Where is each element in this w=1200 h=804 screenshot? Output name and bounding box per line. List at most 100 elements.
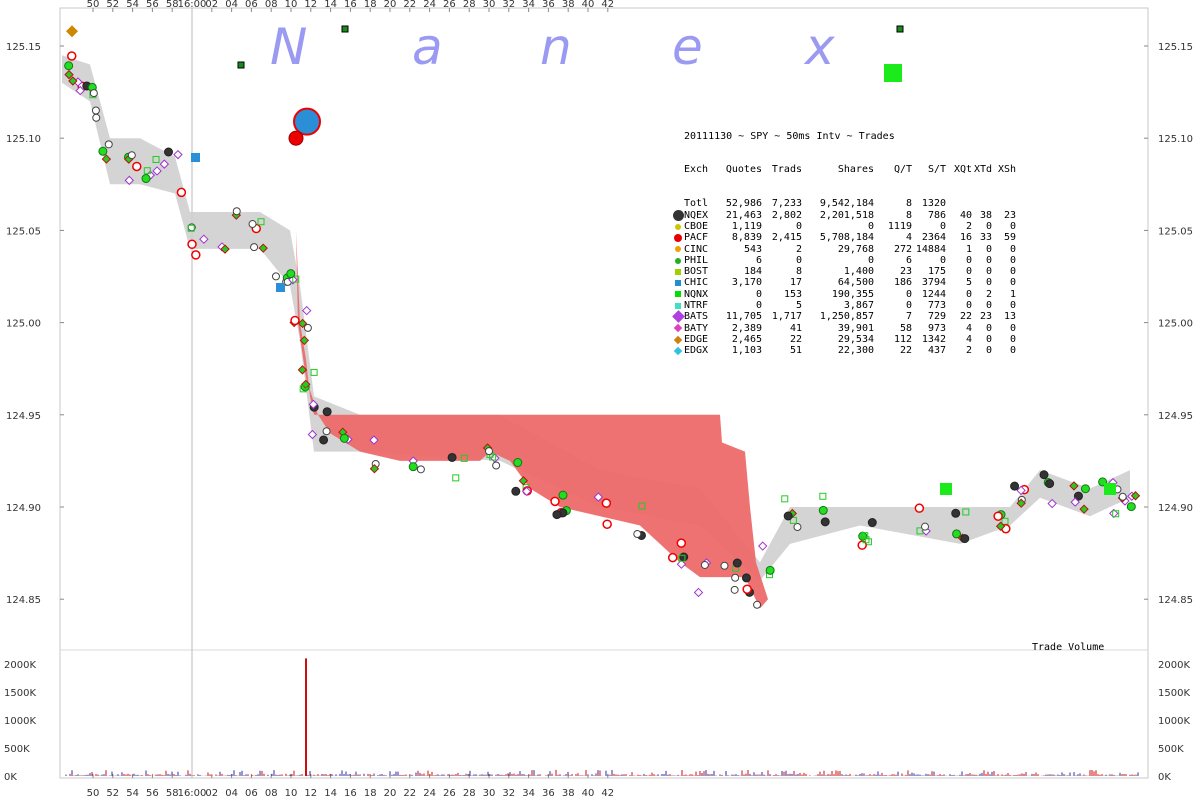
legend-cell-st: 1320 <box>921 198 946 210</box>
y-tick-label-right: 125.05 <box>1158 226 1193 237</box>
legend-cell-qt: 22 <box>899 345 912 357</box>
x-tick-label-bottom: 36 <box>542 788 555 799</box>
legend-row: NQEX 21,463 2,802 2,201,518 8 786 40 38 23 <box>672 210 1016 221</box>
trade-marker-baty <box>307 429 318 440</box>
legend-cell-name: BATS <box>684 311 709 323</box>
legend-cell-qt: 6 <box>905 254 912 266</box>
x-tick-label-top: 14 <box>324 0 337 10</box>
legend-symbol-icon <box>672 223 684 230</box>
trade-marker-white <box>633 530 642 539</box>
trade-marker-nqex <box>732 558 742 568</box>
trade-marker-bats <box>258 243 268 253</box>
legend-cell-shares: 29,534 <box>837 333 874 345</box>
x-tick-label-bottom: 16 <box>344 788 357 799</box>
legend-cell-st: 973 <box>927 322 946 334</box>
legend-cell-xqt: 0 <box>965 254 972 266</box>
trade-marker-pacf <box>602 519 612 529</box>
trade-marker-baty <box>521 486 532 497</box>
legend-cell-xtd: 0 <box>985 277 992 289</box>
x-tick-label-top: 34 <box>522 0 535 10</box>
trade-marker-baty <box>676 559 687 569</box>
legend-cell-xsh: 0 <box>1009 333 1016 345</box>
legend-header-cell: Shares <box>837 164 874 176</box>
legend-cell-shares: 3,867 <box>843 300 874 312</box>
legend-cell-xqt: 4 <box>965 333 972 345</box>
legend-cell-quotes: 184 <box>743 266 762 278</box>
legend-cell-shares: 1,250,857 <box>819 311 874 323</box>
legend-cell-st: 3794 <box>921 277 946 289</box>
legend-cell-trads: 0 <box>795 254 802 266</box>
legend-cell-qt: 1119 <box>887 220 912 232</box>
trade-marker-nqnx <box>152 156 160 164</box>
legend-header-cell: XTd <box>973 164 992 176</box>
x-tick-label-top: 22 <box>403 0 416 10</box>
legend-cell-qt: 58 <box>899 322 912 334</box>
legend-row: CINC 543 2 29,768 272 14884 1 0 0 <box>672 244 1016 255</box>
legend-symbol-icon <box>671 310 685 324</box>
y-tick-label-left: 125.05 <box>6 226 41 237</box>
legend-cell-trads: 2 <box>795 243 802 255</box>
trade-marker-nqex <box>511 486 521 496</box>
trade-marker-nqex <box>1039 470 1049 480</box>
legend-cell-quotes: 1,119 <box>731 220 762 232</box>
legend-header-cell: Q/T <box>893 164 912 176</box>
trade-marker-white <box>92 113 101 122</box>
trade-marker-baty <box>1047 498 1057 509</box>
chic-square-marker <box>276 283 285 292</box>
legend-cell-quotes: 543 <box>743 243 762 255</box>
legend-cell-xsh: 13 <box>1003 311 1016 323</box>
legend-symbol-icon <box>672 268 684 275</box>
legend-row: BATY 2,389 41 39,901 58 973 4 0 0 <box>672 323 1016 334</box>
legend-rows: Totl 52,986 7,233 9,542,184 8 1320 NQEX 21,463 2… <box>671 198 1016 357</box>
trade-marker-bats <box>1016 498 1026 508</box>
legend-cell-shares: 5,708,184 <box>819 232 874 244</box>
legend-cell-name: EDGX <box>684 345 709 357</box>
legend-cell-xsh: 59 <box>1003 232 1016 244</box>
nqnx-square-marker <box>940 483 952 495</box>
trade-marker-nqnx <box>781 495 789 503</box>
trade-marker-white <box>250 243 259 252</box>
x-tick-label-top: 12 <box>304 0 317 10</box>
trade-marker-nqnx <box>678 554 686 562</box>
legend-row: EDGE 2,465 22 29,534 112 1342 4 0 0 <box>672 334 1016 345</box>
x-tick-label-bottom: 10 <box>285 788 298 799</box>
watermark-letter: a <box>412 18 443 76</box>
legend-cell-qt: 186 <box>893 277 912 289</box>
legend-header-cell: XQt <box>953 164 972 176</box>
legend-cell-xqt: 1 <box>965 243 972 255</box>
x-tick-label-bottom: 50 <box>87 788 100 799</box>
x-tick-label-bottom: 52 <box>106 788 119 799</box>
legend-row: Totl 52,986 7,233 9,542,184 8 1320 <box>672 198 1016 209</box>
legend-row: BOST 184 8 1,400 23 175 0 0 0 <box>672 266 1016 277</box>
trade-marker-nqex <box>1073 491 1083 501</box>
legend-cell-qt: 0 <box>905 300 912 312</box>
legend-cell-trads: 8 <box>795 266 802 278</box>
legend-cell-xsh: 0 <box>1009 243 1016 255</box>
x-tick-label-top: 56 <box>146 0 159 10</box>
nqnx-small-square <box>341 25 349 33</box>
legend-cell-name: CBOE <box>684 220 709 232</box>
trade-marker-bats <box>995 521 1006 531</box>
legend-cell-xsh: 23 <box>1003 209 1016 221</box>
x-tick-label-bottom: 20 <box>384 788 397 799</box>
x-tick-label-bottom: 06 <box>245 788 258 799</box>
legend-header-cell: XSh <box>997 164 1016 176</box>
legend-cell-st: 437 <box>927 345 946 357</box>
x-tick-label-bottom: 08 <box>265 788 278 799</box>
x-tick-label-top: 50 <box>87 0 100 10</box>
legend-cell-trads: 51 <box>789 345 802 357</box>
legend-symbol-icon <box>672 335 684 344</box>
trade-marker-nqex <box>820 517 830 527</box>
y-tick-label-left: 125.10 <box>6 134 41 145</box>
trade-marker-nqnx <box>292 275 300 283</box>
x-tick-label-bottom: 18 <box>364 788 377 799</box>
trade-marker-nqnx <box>257 218 265 226</box>
legend-cell-st: 175 <box>927 266 946 278</box>
legend-cell-quotes: 21,463 <box>725 209 762 221</box>
trade-marker-pacf <box>601 498 612 508</box>
trade-marker-green <box>286 269 296 279</box>
trade-marker-pacf <box>176 187 187 198</box>
x-tick-label-top: 36 <box>542 0 555 10</box>
trade-marker-bats <box>220 244 230 254</box>
legend-cell-st: 0 <box>939 254 946 266</box>
